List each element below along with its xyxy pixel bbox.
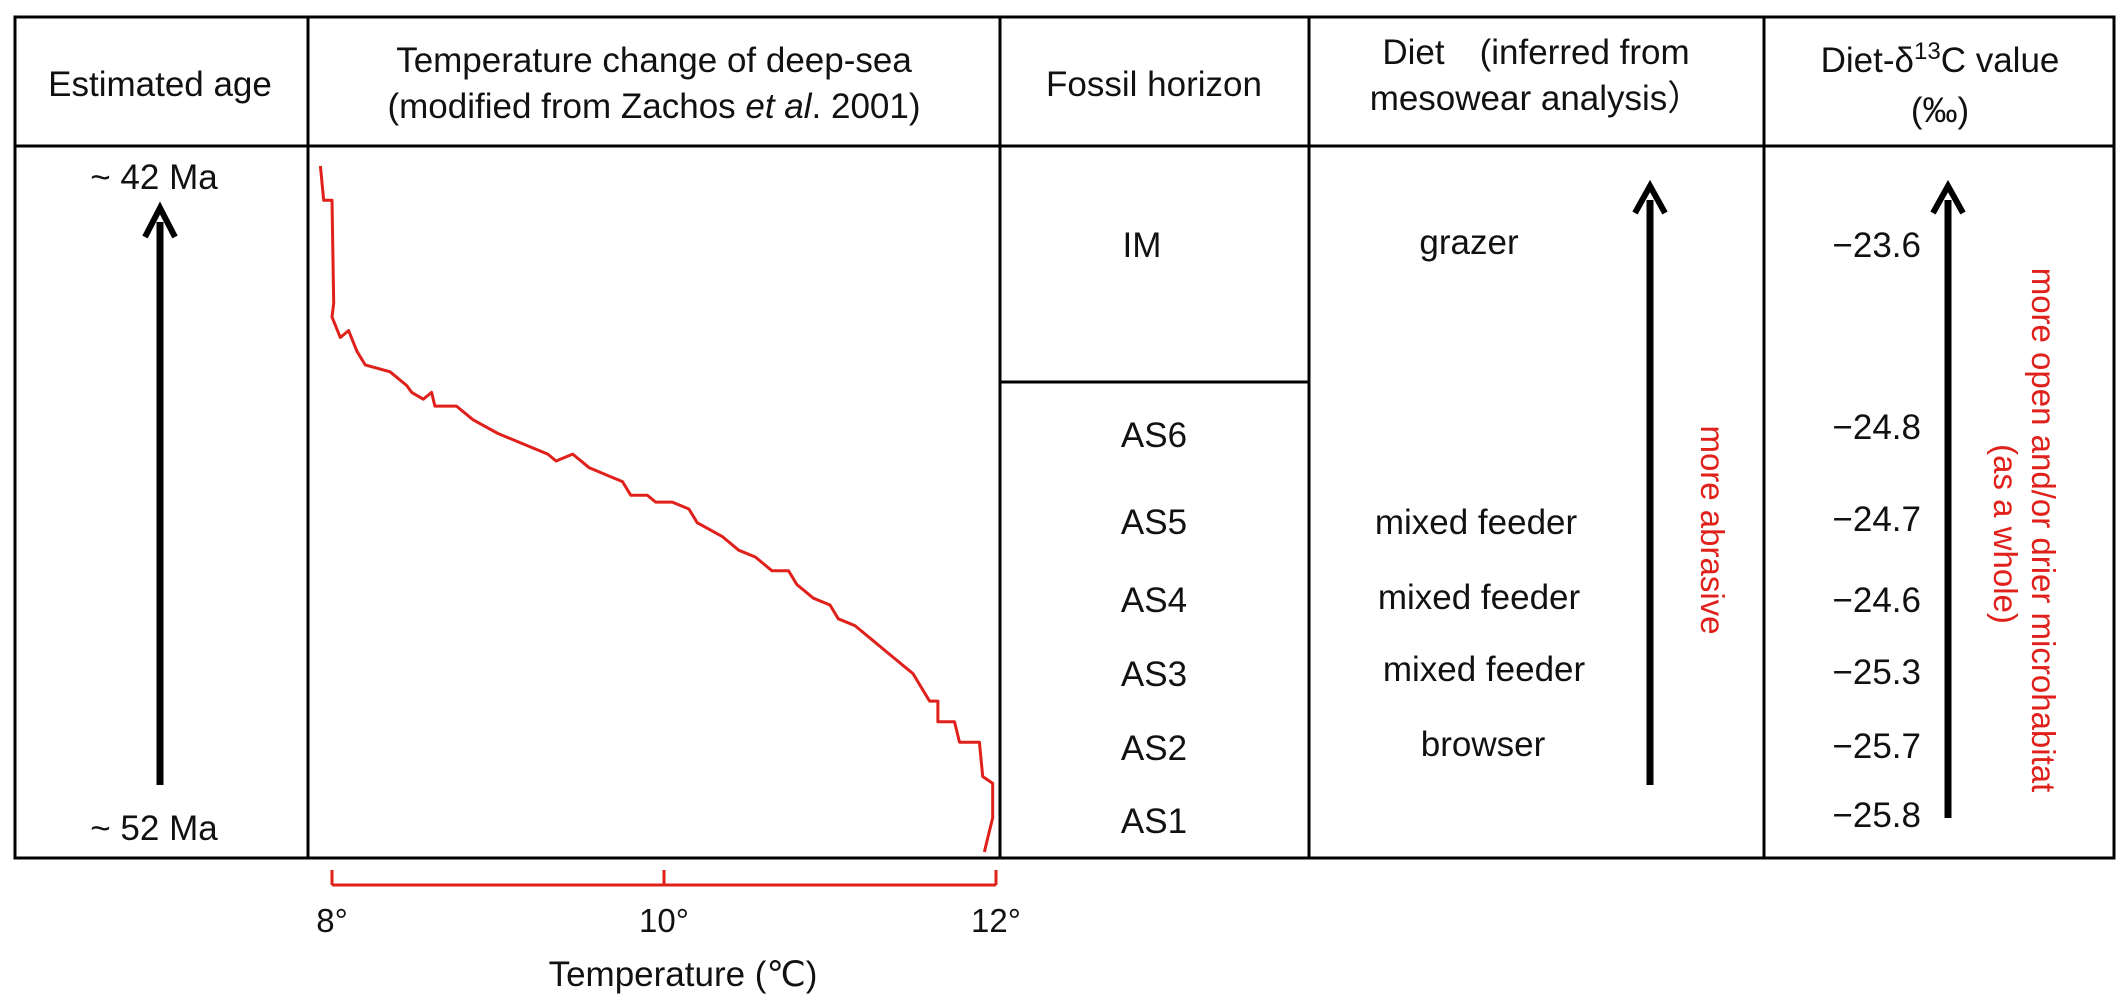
age-bottom-label: ~ 52 Ma [90, 809, 218, 848]
header-temperature-year: . 2001) [812, 87, 921, 126]
header-d13c-line2: (‰) [1911, 91, 1969, 130]
horizon-as6: AS6 [1121, 416, 1187, 455]
temperature-axis: 8° 10° 12° [316, 870, 1021, 939]
table-frame [13, 15, 2116, 860]
header-d13c-line1: Diet-δ13C value [1821, 38, 2060, 80]
d13c-column: −23.6 −24.8 −24.7 −24.6 −25.3 −25.7 −25.… [1832, 179, 2062, 835]
diet-im: grazer [1419, 223, 1519, 262]
header-diet-line1: Diet (inferred from [1382, 33, 1689, 72]
diet-as2: browser [1421, 725, 1546, 764]
diet-column: grazer mixed feeder mixed feeder mixed f… [1375, 179, 1731, 785]
table-border [13, 15, 2116, 860]
horizon-as2: AS2 [1121, 729, 1187, 768]
header-fossil-horizon: Fossil horizon [1046, 65, 1262, 104]
d13c-arrow-annotation-line2: (as a whole) [1987, 444, 2024, 624]
temperature-tick-label: 8° [316, 902, 348, 939]
temperature-tick-label: 12° [971, 902, 1021, 939]
d13c-as3: −25.3 [1832, 653, 1921, 692]
d13c-as1: −25.8 [1832, 796, 1921, 835]
d13c-im: −23.6 [1832, 226, 1921, 265]
diet-arrow-head [1632, 179, 1668, 215]
header-d13c-superscript: 13 [1914, 38, 1941, 65]
header-temperature-etal: et al [745, 87, 812, 126]
horizon-as4: AS4 [1121, 581, 1187, 620]
diet-as3: mixed feeder [1383, 650, 1586, 689]
d13c-as2: −25.7 [1832, 727, 1921, 766]
header-diet-line2: mesowear analysis） [1370, 79, 1703, 118]
fossil-horizon-column: IM AS6 AS5 AS4 AS3 AS2 AS1 [1121, 226, 1187, 841]
table-header: Estimated age Temperature change of deep… [48, 33, 2059, 130]
d13c-as4: −24.6 [1832, 581, 1921, 620]
temperature-tick-label: 10° [639, 902, 689, 939]
header-d13c-suffix: C value [1941, 41, 2060, 80]
diet-arrow-annotation: more abrasive [1694, 425, 1731, 634]
diet-as5: mixed feeder [1375, 503, 1578, 542]
header-temperature-line1: Temperature change of deep-sea [396, 41, 912, 80]
header-temperature-citation: (modified from Zachos [387, 87, 745, 126]
header-d13c-prefix: Diet-δ [1821, 41, 1914, 80]
horizon-as3: AS3 [1121, 655, 1187, 694]
d13c-arrow-head [1930, 179, 1966, 215]
temperature-chart: 8° 10° 12° Temperature (℃) [316, 165, 1021, 994]
d13c-arrow-annotation-line1: more open and/or drier microhabitat [2025, 268, 2062, 793]
horizon-as5: AS5 [1121, 503, 1187, 542]
d13c-as5: −24.7 [1832, 500, 1921, 539]
horizon-as1: AS1 [1121, 802, 1187, 841]
temperature-axis-label: Temperature (℃) [549, 955, 818, 994]
temperature-curve [318, 165, 995, 853]
header-temperature-line2: (modified from Zachos et al. 2001) [387, 87, 920, 126]
age-top-label: ~ 42 Ma [90, 158, 218, 197]
age-arrow-head [142, 201, 178, 239]
horizon-im: IM [1123, 226, 1162, 265]
header-estimated-age: Estimated age [48, 65, 272, 104]
age-column: ~ 42 Ma ~ 52 Ma [90, 158, 218, 848]
diet-as4: mixed feeder [1378, 578, 1581, 617]
d13c-as6: −24.8 [1832, 408, 1921, 447]
